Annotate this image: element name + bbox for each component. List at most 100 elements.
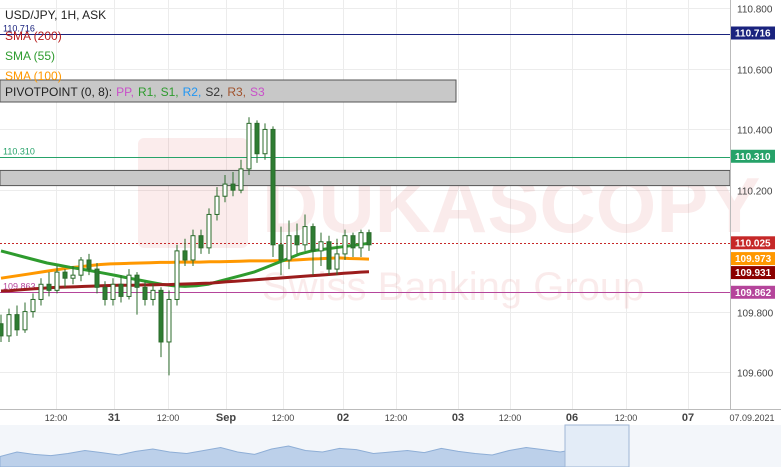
x-tick-label: 06: [566, 412, 578, 424]
candle-body: [262, 128, 268, 155]
navigator-volume-area: [0, 445, 629, 467]
candle-body: [310, 226, 316, 252]
x-tick-label: 03: [452, 412, 464, 424]
candle-body: [182, 250, 188, 261]
level-lines: 110.716 110.310 109.863: [0, 24, 730, 293]
legend-item: SMA (55): [5, 49, 55, 63]
candle-body: [334, 253, 340, 270]
legend-item: SMA (200): [5, 29, 62, 43]
candle-body: [86, 259, 92, 270]
price-label-bg: [731, 266, 775, 280]
candle-body: [94, 268, 100, 288]
candle-body: [62, 271, 68, 279]
candle-body: [286, 235, 292, 261]
pivot-item: S2,: [205, 85, 223, 99]
candle-body: [222, 183, 228, 197]
sma-55-line: [0, 241, 370, 288]
level-line-label: 110.310: [3, 147, 35, 157]
candle-body: [278, 244, 284, 261]
x-tick-label: 12:00: [45, 413, 68, 423]
chart-title: USD/JPY, 1H, ASK: [5, 8, 106, 22]
pivot-item: R3,: [227, 85, 246, 99]
candle-body: [214, 195, 220, 215]
pivot-item: S1,: [161, 85, 179, 99]
candle-body: [46, 283, 52, 291]
candle-body: [198, 235, 204, 249]
watermark-sub: Swiss Banking Group: [262, 265, 644, 309]
x-tick-label: 12:00: [157, 413, 180, 423]
candle-body: [142, 286, 148, 300]
sma-200-line: [0, 270, 370, 293]
pivot-item: S3: [250, 85, 265, 99]
price-label: 110.716: [735, 29, 771, 40]
navigator-volume: [0, 445, 629, 467]
x-tick-label: 12:00: [615, 413, 638, 423]
x-tick-label: 12:00: [499, 413, 522, 423]
price-label-bg: [731, 252, 775, 266]
candle-body: [118, 283, 124, 297]
price-label: 109.862: [735, 288, 772, 299]
candle-body: [238, 168, 244, 191]
x-axis: 12:00 31 12:00 Sep 12:00 02 12:00 03 12:00 06 12:0…: [45, 412, 775, 424]
resistance-zone: [0, 169, 731, 187]
price-label-bg: [731, 285, 775, 299]
price-label: 109.931: [735, 268, 772, 279]
candle-body: [14, 314, 20, 331]
level-line-label: 110.716: [3, 24, 35, 34]
price-label: 110.025: [735, 238, 771, 249]
price-label-bg: [731, 26, 775, 40]
pivot-item: R1,: [138, 85, 157, 99]
level-line-label: 109.863: [3, 282, 36, 292]
pivot-label: PIVOTPOINT (0, 8):: [5, 85, 112, 99]
pivot-band: [0, 79, 457, 103]
watermark-logo: [138, 138, 248, 248]
candle-body: [254, 122, 260, 155]
candle-body: [318, 241, 324, 252]
candle-body: [126, 274, 132, 297]
x-tick-label: 07.09.2021: [729, 413, 774, 423]
y-tick-label: 110.800: [737, 5, 773, 16]
candle-body: [158, 289, 164, 343]
candle-body: [150, 289, 156, 300]
candle-body: [294, 235, 300, 246]
x-tick-label: 12:00: [272, 413, 295, 423]
y-tick-label: 110.200: [737, 187, 773, 198]
pivot-item: PP,: [116, 85, 134, 99]
navigator-window[interactable]: [564, 424, 630, 467]
price-label: 109.973: [735, 254, 772, 265]
y-tick-label: 109.800: [737, 309, 774, 320]
candle-body: [174, 250, 180, 300]
price-label-bg: [731, 236, 775, 250]
indicator-legend: SMA (200) SMA (55) SMA (100): [5, 29, 62, 83]
y-axis: 110.800 110.600 110.400 110.200 109.800 109.6…: [737, 5, 774, 380]
candle-body: [302, 226, 308, 246]
candle-body: [102, 286, 108, 300]
x-tick-label: 12:00: [385, 413, 408, 423]
candle-body: [38, 283, 44, 300]
candle-body: [54, 271, 60, 291]
legend-item: SMA (100): [5, 69, 62, 83]
grid: [0, 0, 730, 409]
candle-body: [326, 241, 332, 270]
candle-body: [230, 183, 236, 191]
candle-body: [270, 128, 276, 246]
candles: [0, 117, 372, 376]
x-tick-label: Sep: [216, 412, 236, 424]
y-tick-label: 109.600: [737, 369, 774, 380]
candle-body: [342, 235, 348, 255]
price-labels: 110.716 110.310 110.025 109.973 109.931 109.8…: [731, 26, 775, 299]
x-tick-label: 02: [337, 412, 349, 424]
x-tick-label: 31: [108, 412, 120, 424]
candle-body: [206, 213, 212, 249]
candle-body: [78, 259, 84, 276]
y-tick-label: 110.400: [737, 126, 773, 137]
candle-body: [6, 314, 12, 337]
candle-body: [110, 283, 116, 300]
candle-body: [70, 274, 76, 279]
x-tick-label: 07: [682, 412, 694, 424]
candle-body: [30, 298, 36, 313]
price-label: 110.310: [735, 152, 771, 163]
candle-body: [134, 274, 140, 288]
